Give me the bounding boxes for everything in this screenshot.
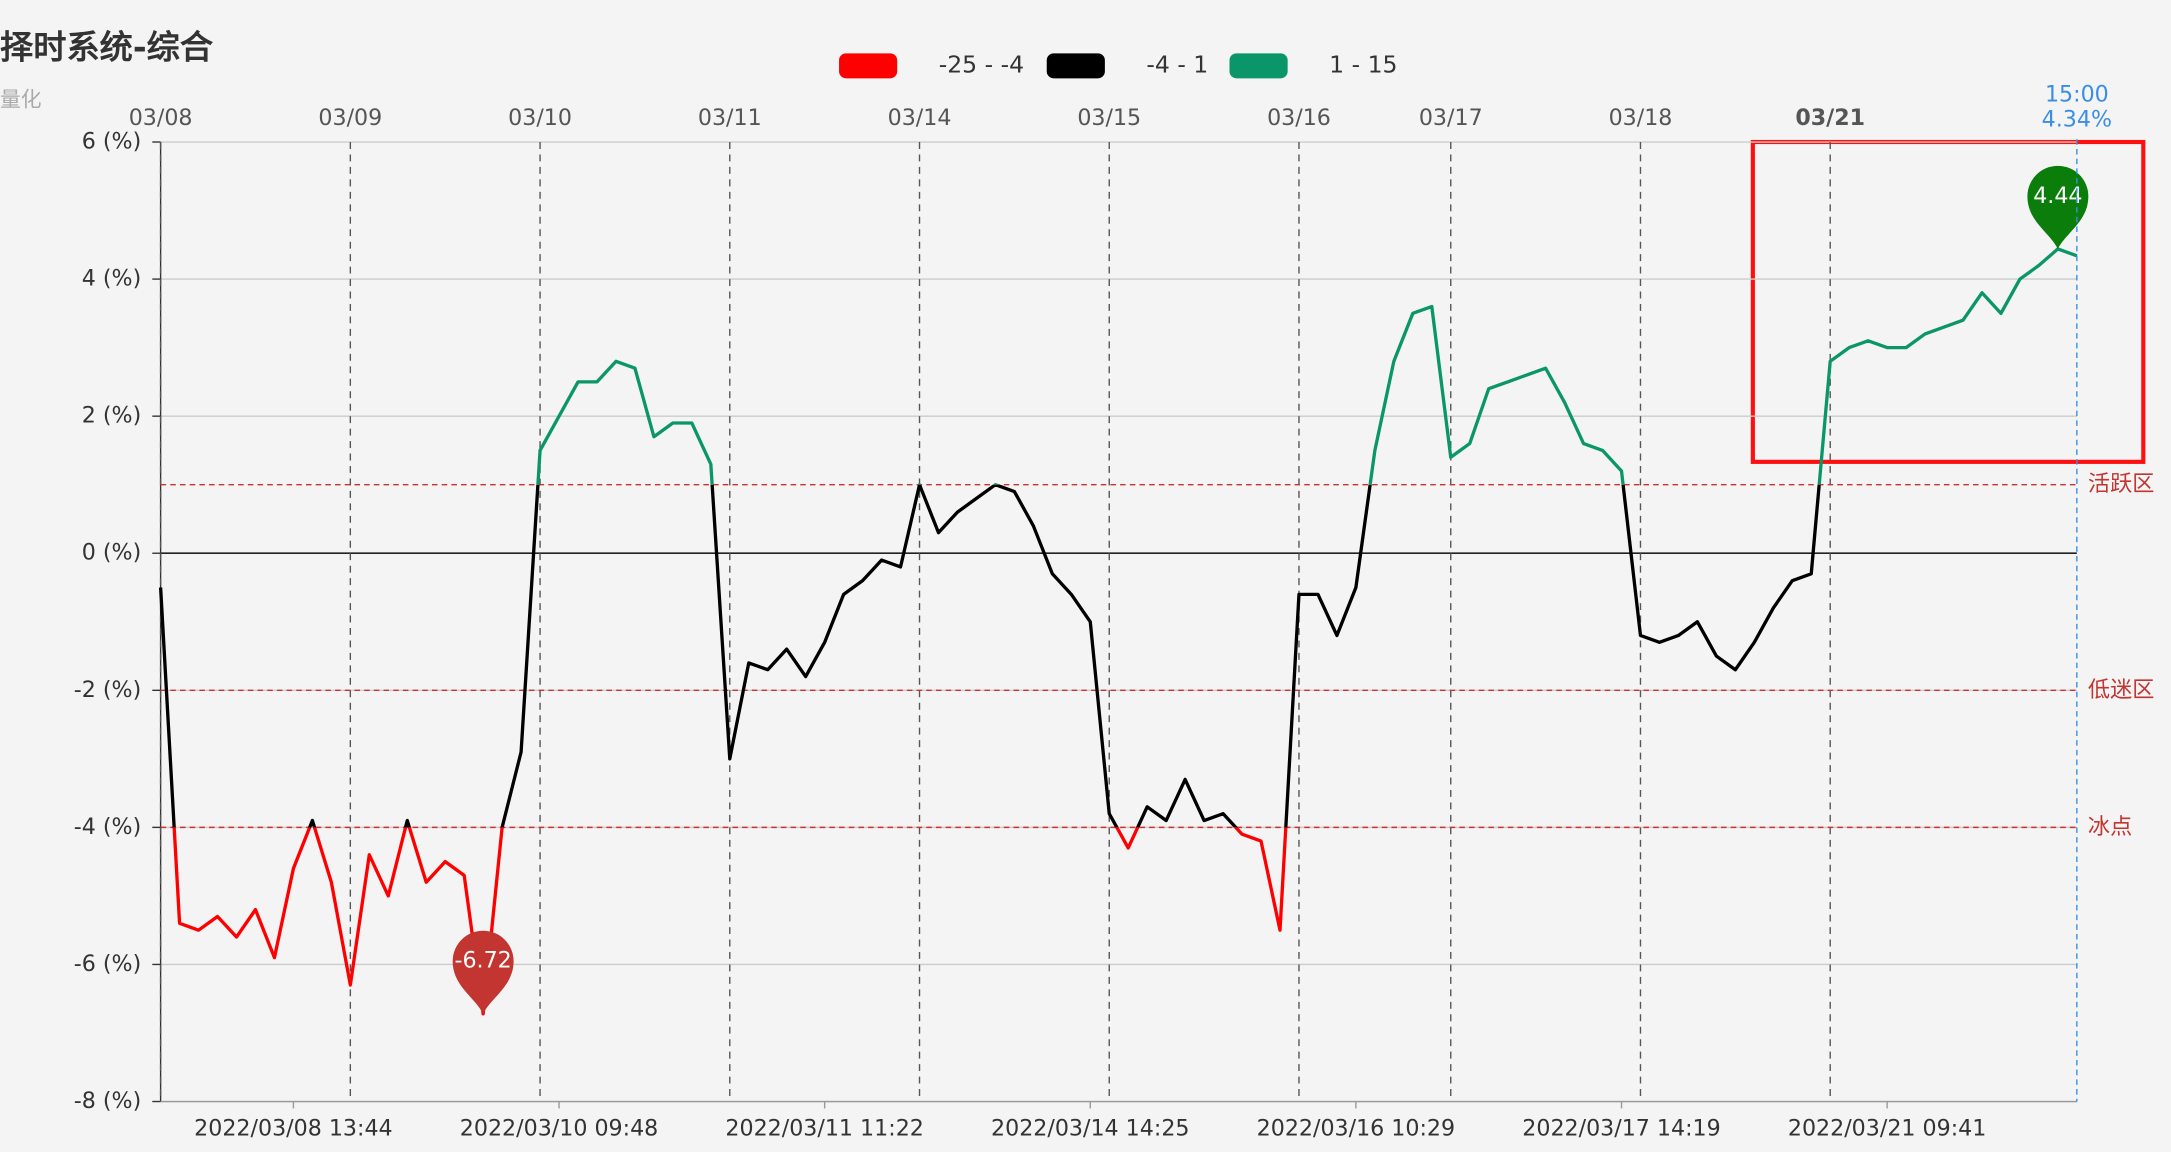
pin (452, 930, 514, 1014)
x-tick-label: 2022/03/17 14:19 (1522, 1116, 1720, 1142)
mark-line-label: 低迷区 (2088, 677, 2154, 703)
x-tick-label: 2022/03/21 09:41 (1788, 1116, 1986, 1142)
x-top-label: 03/15 (1077, 105, 1141, 131)
y-tick-label: -2 (%) (74, 677, 141, 703)
x-tick-label: 2022/03/14 14:25 (991, 1116, 1189, 1142)
data-line (158, 484, 1821, 828)
pin-label: -6.72 (454, 948, 511, 974)
cursor-value: 4.34% (2042, 106, 2112, 132)
x-top-label: 03/14 (888, 105, 952, 131)
y-tick-label: -6 (%) (74, 951, 141, 977)
legend-swatch[interactable] (1046, 53, 1105, 79)
legend-label: -25 - -4 (939, 50, 1024, 78)
x-top-label: 03/17 (1419, 105, 1483, 131)
mark-line-label: 冰点 (2088, 814, 2132, 840)
y-tick-label: 4 (%) (82, 266, 141, 292)
x-top-label: 03/10 (508, 105, 572, 131)
pin (2027, 165, 2089, 249)
y-tick-label: -4 (%) (74, 814, 141, 840)
x-top-label: 03/08 (129, 105, 193, 131)
y-tick-label: -8 (%) (74, 1088, 141, 1114)
chart-subtitle: 量化 (0, 87, 42, 111)
chart-title: 择时系统-综合 (0, 28, 214, 67)
cursor-time: 15:00 (2045, 81, 2109, 107)
x-tick-label: 2022/03/11 11:22 (725, 1116, 923, 1142)
mark-line-label: 活跃区 (2088, 471, 2154, 497)
y-tick-label: 0 (%) (82, 540, 141, 566)
x-top-label: 03/21 (1795, 105, 1865, 131)
x-top-label: 03/09 (318, 105, 382, 131)
legend-label: 1 - 15 (1329, 50, 1397, 78)
legend-label: -4 - 1 (1146, 50, 1208, 78)
y-tick-label: 2 (%) (82, 403, 141, 429)
legend-swatch[interactable] (1229, 53, 1288, 79)
x-top-label: 03/16 (1267, 105, 1331, 131)
pin-label: 4.44 (2033, 183, 2082, 209)
x-top-label: 03/11 (698, 105, 762, 131)
y-tick-label: 6 (%) (82, 129, 141, 155)
legend-swatch[interactable] (839, 53, 898, 79)
x-tick-label: 2022/03/10 09:48 (460, 1116, 658, 1142)
x-top-label: 03/18 (1609, 105, 1673, 131)
x-tick-label: 2022/03/08 13:44 (194, 1116, 392, 1142)
x-tick-label: 2022/03/16 10:29 (1257, 1116, 1455, 1142)
